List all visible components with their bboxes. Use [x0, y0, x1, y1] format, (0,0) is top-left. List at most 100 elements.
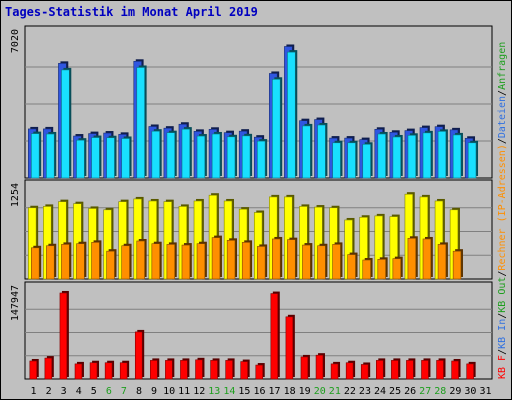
bar [391, 360, 399, 380]
bar [451, 360, 459, 380]
bar [272, 238, 281, 280]
bar [317, 245, 326, 280]
right-legend: KB F/KB In/KB Out/Rechner (IP-Adressen)/… [497, 42, 508, 379]
bar [332, 142, 341, 179]
bar [392, 258, 402, 280]
bar [392, 136, 402, 179]
bar [150, 360, 158, 380]
bar [300, 356, 309, 380]
bar [89, 362, 98, 380]
x-tick-label: 8 [136, 386, 142, 397]
bar [29, 360, 38, 380]
legend-entry: / [497, 271, 508, 277]
bar [225, 360, 233, 380]
bar [166, 244, 176, 280]
panel-middle: 1254 [10, 179, 493, 280]
x-tick-label: 9 [151, 386, 157, 397]
bar [466, 363, 474, 380]
series-dateien [31, 50, 479, 179]
x-tick-label: 22 [344, 386, 356, 397]
x-axis-labels: 1 2 3 4 5 6 7 8 9 10 11 12 13 14 15 16 17 18 19 20 21 22 23 24 2… [31, 386, 492, 397]
bar [362, 143, 371, 179]
bar [347, 254, 356, 280]
y-tick-label: 147947 [10, 285, 21, 321]
x-tick-label: 20 [314, 386, 326, 397]
bar [91, 242, 100, 280]
legend-entry: KB In [497, 319, 508, 349]
bar [44, 357, 53, 380]
bar [106, 250, 115, 280]
bar [376, 360, 384, 380]
bar [31, 133, 40, 179]
x-tick-label: 7 [121, 386, 127, 397]
bar [181, 244, 191, 280]
bar [437, 131, 447, 179]
x-tick-label: 19 [299, 386, 311, 397]
bar [136, 67, 145, 179]
bar [360, 364, 369, 380]
x-tick-label: 28 [434, 386, 446, 397]
x-tick-label: 31 [479, 386, 491, 397]
bar [136, 240, 145, 280]
x-tick-label: 16 [253, 386, 265, 397]
x-tick-label: 18 [284, 386, 296, 397]
bar [422, 238, 432, 280]
panel-top: 7020 [10, 25, 493, 179]
x-tick-label: 26 [404, 386, 416, 397]
x-tick-label: 1 [31, 386, 37, 397]
bar [195, 359, 203, 380]
bar [345, 362, 354, 380]
series-kb-f [29, 290, 476, 380]
bar [76, 139, 85, 179]
bar [151, 130, 160, 179]
bar [31, 247, 40, 280]
bar [406, 360, 414, 380]
x-tick-label: 29 [449, 386, 461, 397]
bar [287, 51, 296, 179]
x-tick-label: 14 [223, 386, 235, 397]
bar [119, 362, 128, 380]
x-tick-label: 6 [106, 386, 112, 397]
legend-entry: KB F [497, 355, 508, 379]
bar [180, 360, 188, 380]
bar [255, 364, 264, 380]
bar [165, 360, 173, 380]
legend-entry: Anfragen [497, 42, 508, 90]
legend-entry: / [497, 138, 508, 144]
bar [256, 140, 266, 179]
bar [407, 237, 417, 280]
x-tick-label: 25 [389, 386, 401, 397]
bar [196, 135, 206, 179]
bar [272, 78, 281, 179]
bar [196, 243, 206, 280]
bar [302, 125, 311, 179]
bar [421, 360, 429, 380]
legend-entry: KB Out [497, 277, 508, 313]
bar [61, 244, 70, 280]
bar [377, 133, 386, 179]
x-tick-label: 21 [329, 386, 341, 397]
bar [104, 362, 113, 380]
bar [436, 360, 444, 380]
legend-entry: Dateien [497, 96, 508, 138]
bar [240, 361, 248, 380]
x-tick-label: 27 [419, 386, 431, 397]
bar [377, 259, 386, 280]
bar [467, 142, 477, 179]
bar [226, 136, 236, 179]
bar [315, 354, 324, 380]
y-tick-label: 1254 [10, 183, 21, 207]
legend-entry: / [497, 349, 508, 355]
x-tick-label: 15 [238, 386, 250, 397]
x-tick-label: 10 [163, 386, 175, 397]
bar [181, 128, 191, 179]
bar [241, 135, 251, 179]
legend-entry: Rechner (IP-Adressen) [497, 144, 508, 270]
bar [226, 240, 236, 280]
x-tick-label: 13 [208, 386, 220, 397]
bar [452, 134, 462, 179]
bar [106, 137, 115, 179]
bar [437, 244, 447, 280]
